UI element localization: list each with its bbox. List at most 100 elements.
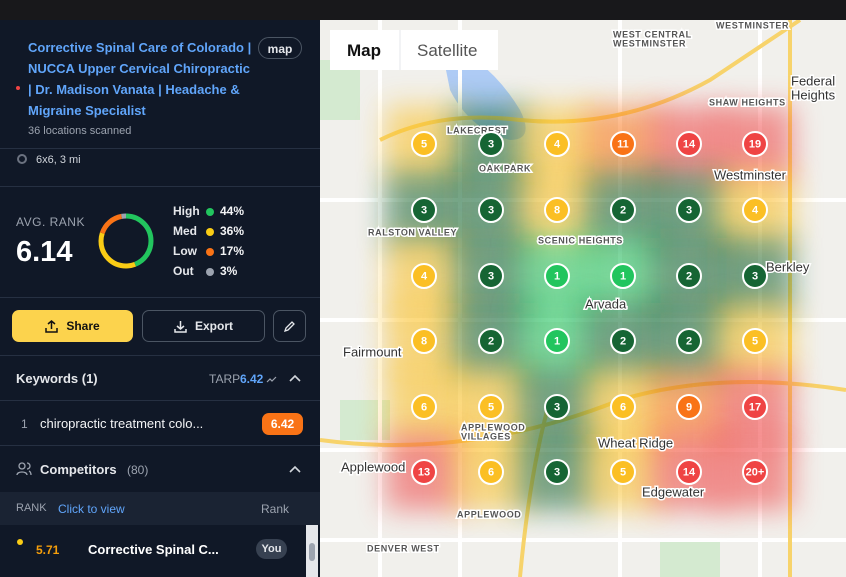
marker-rank: 3 (488, 270, 494, 282)
top-bar (0, 0, 846, 20)
keyword-index: 1 (21, 417, 28, 431)
legend-row: Out 3% (173, 264, 253, 280)
rank-marker[interactable]: 2 (676, 263, 702, 289)
area-label: APPLEWOOD (457, 509, 521, 519)
edit-button[interactable] (273, 310, 306, 342)
area-label: SCENIC HEIGHTS (538, 235, 623, 245)
rank-marker[interactable]: 3 (478, 131, 504, 157)
rank-marker[interactable]: 2 (610, 197, 636, 223)
collapse-icon[interactable] (288, 464, 302, 474)
marker-circle (478, 197, 504, 223)
legend-value: 44% (220, 204, 245, 218)
rank-marker[interactable]: 4 (742, 197, 768, 223)
divider (0, 355, 320, 356)
rank-marker[interactable]: 13 (411, 459, 437, 485)
export-icon (174, 320, 187, 333)
marker-circle (742, 197, 768, 223)
rank-marker[interactable]: 5 (742, 328, 768, 354)
rank-marker[interactable]: 3 (478, 263, 504, 289)
grid-info: 6x6, 3 mi (36, 154, 81, 166)
rank-marker[interactable]: 6 (610, 394, 636, 420)
rank-marker[interactable]: 2 (676, 328, 702, 354)
marker-circle (478, 394, 504, 420)
map-button[interactable]: map (258, 37, 302, 59)
marker-circle (544, 263, 570, 289)
marker-circle (411, 328, 437, 354)
rank-marker[interactable]: 5 (610, 459, 636, 485)
rank-marker[interactable]: 3 (742, 263, 768, 289)
marker-rank: 5 (752, 335, 758, 347)
area-label: OAK PARK (479, 163, 531, 173)
avg-rank: 6.14 (16, 236, 73, 268)
share-button[interactable]: Share (12, 310, 133, 342)
competitors-title[interactable]: Competitors (40, 462, 117, 477)
rank-marker[interactable]: 4 (411, 263, 437, 289)
rank-marker[interactable]: 3 (676, 197, 702, 223)
rank-marker[interactable]: 3 (478, 197, 504, 223)
competitors-icon (16, 462, 32, 476)
legend-label: Out (173, 264, 194, 278)
city-label: Applewood (341, 459, 405, 474)
business-title[interactable]: Corrective Spinal Care of Colorado | NUC… (28, 40, 252, 118)
rank-marker[interactable]: 6 (478, 459, 504, 485)
export-label: Export (194, 319, 233, 333)
area-label: WEST CENTRAL (613, 29, 692, 39)
marker-rank: 5 (421, 138, 427, 150)
marker-circle (478, 328, 504, 354)
rank-marker[interactable]: 9 (676, 394, 702, 420)
rank-marker[interactable]: 1 (610, 263, 636, 289)
marker-rank: 5 (620, 466, 626, 478)
avg-rank-label: AVG. RANK (16, 215, 85, 229)
rank-marker[interactable]: 4 (544, 131, 570, 157)
legend-dot (206, 268, 214, 276)
marker-circle (411, 459, 437, 485)
rank-marker[interactable]: 14 (676, 459, 702, 485)
rank-marker[interactable]: 14 (676, 131, 702, 157)
rank-marker[interactable]: 1 (544, 263, 570, 289)
competitor-name[interactable]: Corrective Spinal C... (88, 542, 219, 557)
park (340, 400, 390, 440)
marker-circle (610, 263, 636, 289)
divider (0, 400, 320, 401)
rank-marker[interactable]: 2 (478, 328, 504, 354)
map-tab[interactable]: Map (347, 41, 381, 60)
rank-marker[interactable]: 5 (478, 394, 504, 420)
keyword-text[interactable]: chiropractic treatment colo... (40, 416, 204, 431)
rank-marker[interactable]: 5 (411, 131, 437, 157)
export-button[interactable]: Export (142, 310, 265, 342)
keywords-title[interactable]: Keywords (1) (16, 371, 98, 386)
rank-marker[interactable]: 2 (610, 328, 636, 354)
legend-row: High 44% (173, 204, 253, 220)
rank-marker[interactable]: 11 (610, 131, 636, 157)
rank-marker[interactable]: 3 (544, 394, 570, 420)
marker-circle (610, 394, 636, 420)
rank-marker[interactable]: 1 (544, 328, 570, 354)
marker-rank: 1 (620, 270, 626, 282)
marker-circle (544, 131, 570, 157)
scrollbar[interactable] (306, 525, 318, 577)
area-label: APPLEWOOD (461, 422, 525, 432)
marker-rank: 3 (686, 204, 692, 216)
competitors-header (0, 492, 320, 525)
marker-rank: 2 (686, 335, 692, 347)
rank-marker[interactable]: 3 (544, 459, 570, 485)
rank-header: RANK (16, 502, 47, 514)
rank-marker[interactable]: 6 (411, 394, 437, 420)
rank-marker[interactable]: 8 (411, 328, 437, 354)
rank-marker[interactable]: 3 (411, 197, 437, 223)
satellite-tab[interactable]: Satellite (417, 41, 477, 60)
click-to-view[interactable]: Click to view (58, 502, 125, 516)
marker-rank: 1 (554, 335, 560, 347)
legend-value: 17% (220, 244, 245, 258)
rank-marker[interactable]: 17 (742, 394, 768, 420)
rank-marker[interactable]: 20+ (742, 459, 768, 485)
rank-marker[interactable]: 8 (544, 197, 570, 223)
sidebar: Corrective Spinal Care of Colorado | NUC… (0, 20, 320, 577)
sort-select[interactable]: Rank (261, 502, 290, 516)
rank-marker[interactable]: 19 (742, 131, 768, 157)
tarp-value: 6.42 (240, 372, 264, 386)
marker-rank: 3 (554, 466, 560, 478)
marker-rank: 19 (749, 138, 761, 150)
